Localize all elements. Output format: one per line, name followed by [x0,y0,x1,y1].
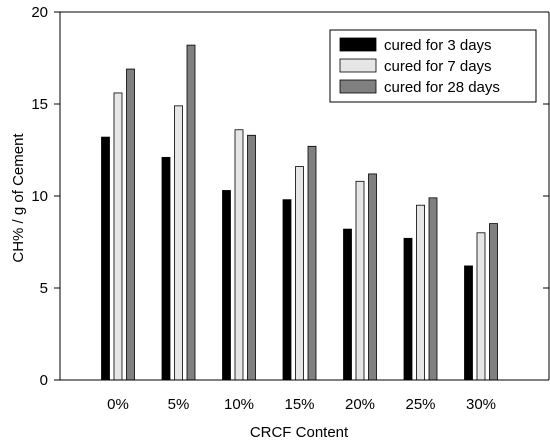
legend: cured for 3 days cured for 7 days cured fo… [329,29,537,103]
legend-label: cured for 28 days [384,79,500,96]
bar-2-10pct [234,129,244,381]
x-tick-label: 10% [224,396,254,413]
bar-3-5pct [186,44,196,381]
bar-3-0pct [126,68,135,381]
legend-label: cured for 7 days [384,58,492,75]
bar-1-20pct [343,228,352,381]
bar-2-5pct [174,105,183,381]
y-tick-label: 10 [31,188,48,205]
bar-1-5pct [161,156,171,381]
x-tick-label: 0% [107,396,129,413]
y-tick-label: 20 [31,4,48,21]
legend-swatch [339,37,377,52]
bar-2-0pct [113,92,123,381]
bar-2-25pct [416,204,425,381]
bar-1-25pct [403,237,413,381]
bar-2-30pct [476,232,486,381]
x-tick-label: 25% [405,396,435,413]
x-tick-label: 15% [284,396,314,413]
bar-3-25pct [428,197,438,381]
legend-swatch [339,58,377,73]
y-tick-label: 15 [31,96,48,113]
bar-2-15pct [295,166,304,381]
bar-3-30pct [489,223,498,381]
ticks-group: 0 5 10 15 20 0% 5% 10% 15% 20% 25% 30% [31,4,549,413]
bar-1-10pct [222,190,231,381]
bar-1-15pct [282,199,292,381]
x-axis-title: CRCF Content [250,424,349,441]
x-tick-label: 30% [466,396,496,413]
x-tick-label: 20% [345,396,375,413]
bar-1-30pct [464,265,473,381]
bar-1-0pct [101,136,110,381]
bars-group [101,44,498,381]
bar-3-20pct [368,173,377,381]
bar-3-10pct [247,134,256,381]
legend-label: cured for 3 days [384,37,492,54]
legend-swatch [339,79,377,94]
x-tick-label: 5% [168,396,190,413]
bar-2-20pct [355,180,365,381]
y-tick-label: 5 [40,280,48,297]
bar-3-15pct [307,145,317,381]
y-tick-label: 0 [40,372,48,389]
y-axis-title: CH% / g of Cement [10,133,27,263]
